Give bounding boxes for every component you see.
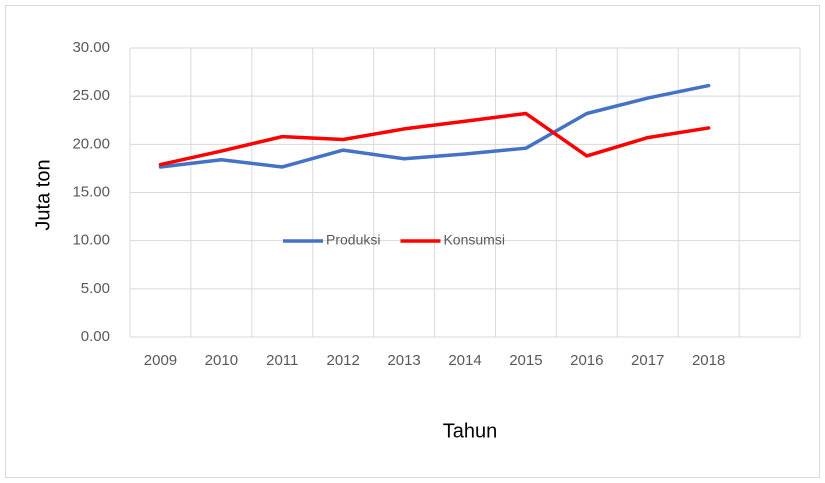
x-tick-label: 2016 bbox=[570, 352, 603, 369]
x-tick-label: 2010 bbox=[205, 352, 238, 369]
y-tick-label: 15.00 bbox=[72, 183, 110, 200]
x-tick-label: 2011 bbox=[266, 352, 298, 369]
x-tick-label: 2018 bbox=[692, 352, 725, 369]
x-tick-label: 2017 bbox=[631, 352, 664, 369]
y-tick-label: 10.00 bbox=[72, 232, 110, 249]
series-line bbox=[158, 83, 711, 169]
y-tick-label: 0.00 bbox=[81, 328, 110, 345]
y-tick-label: 25.00 bbox=[72, 87, 110, 104]
legend-label: Konsumsi bbox=[443, 232, 504, 248]
series-line bbox=[158, 111, 711, 167]
y-tick-label: 5.00 bbox=[81, 280, 110, 297]
y-axis-title: Juta ton bbox=[32, 159, 54, 230]
y-tick-label: 30.00 bbox=[72, 39, 110, 56]
x-tick-label: 2009 bbox=[144, 352, 177, 369]
y-tick-label: 20.00 bbox=[72, 135, 110, 152]
x-tick-label: 2013 bbox=[387, 352, 420, 369]
x-tick-label: 2012 bbox=[326, 352, 359, 369]
x-tick-label: 2015 bbox=[509, 352, 542, 369]
x-axis-title: Tahun bbox=[443, 420, 498, 442]
legend-label: Produksi bbox=[326, 232, 380, 248]
x-tick-label: 2014 bbox=[448, 352, 481, 369]
